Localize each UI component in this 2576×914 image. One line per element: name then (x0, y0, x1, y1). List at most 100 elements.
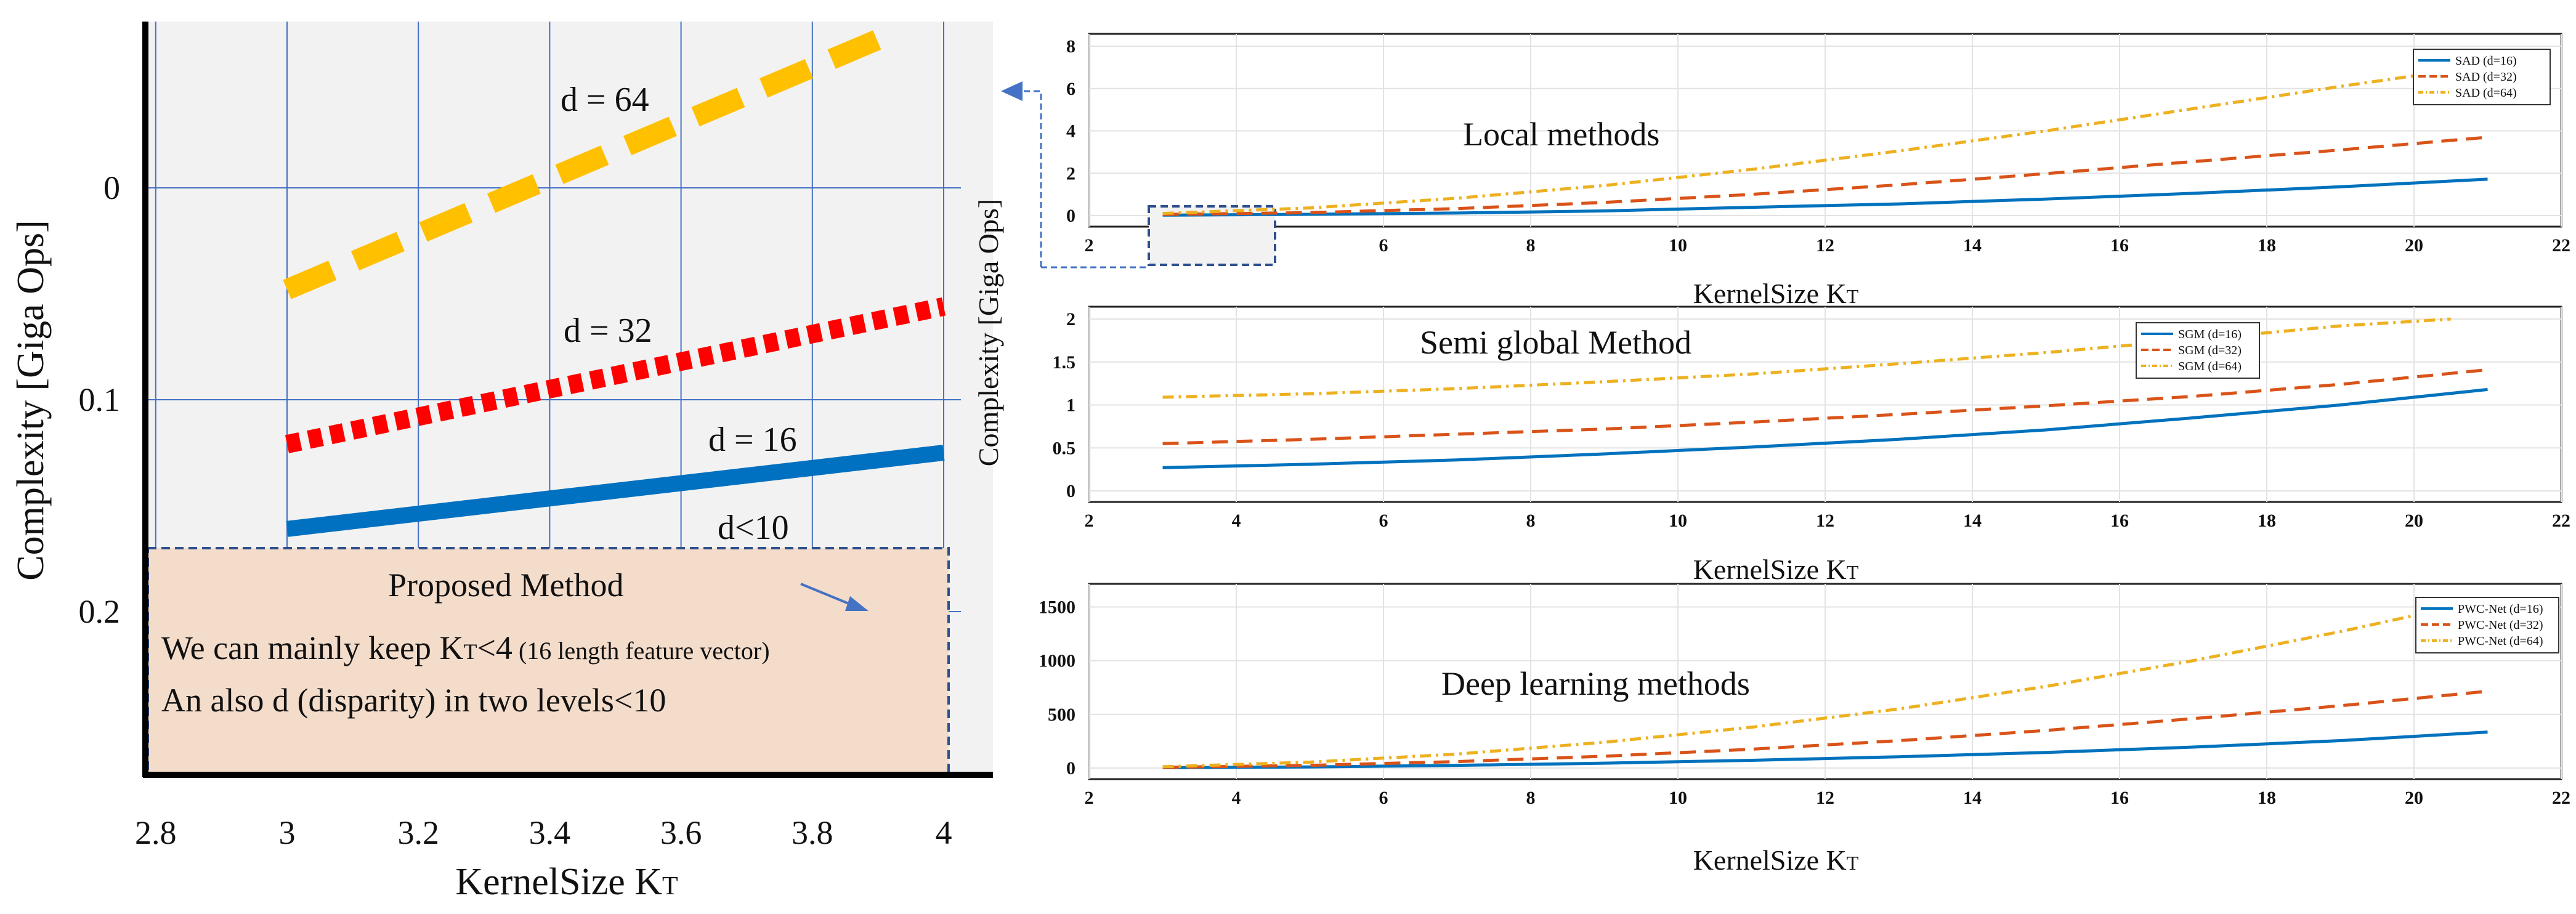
panel-legend-label: SGM (d=64) (2178, 360, 2242, 373)
panel-x-tick-label: 10 (1669, 511, 1687, 531)
panel-x-tick-label: 16 (2110, 235, 2129, 256)
box-arrow-head (845, 596, 869, 611)
panel-x-tick-label: 4 (1232, 511, 1241, 531)
panel-x-tick-label: 18 (2258, 511, 2276, 531)
panel-x-tick-label: 10 (1669, 235, 1687, 256)
zoom-connector-line (1019, 90, 1042, 267)
panel-y-tick-label: 1 (1066, 395, 1075, 416)
panel-x-tick-label: 16 (2110, 511, 2129, 531)
box-line-1-sub: T (463, 639, 477, 664)
panel-legend-label: SGM (d=16) (2178, 328, 2242, 341)
annotation-d10: d<10 (718, 509, 789, 547)
panel-x-tick-label: 8 (1526, 511, 1536, 531)
zoom-series (283, 30, 946, 537)
panel-x-tick-label: 16 (2110, 788, 2129, 808)
zoom-series-line (286, 445, 945, 537)
panel-y-tick-label: 0 (1066, 758, 1075, 779)
panel-legend-label: SGM (d=32) (2178, 344, 2242, 357)
panel-y-tick-label: 6 (1066, 79, 1075, 99)
panel-series-line (1162, 317, 2451, 399)
panel-y-tick-label: 1500 (1039, 597, 1075, 617)
panel-y-tick-label: 4 (1066, 121, 1075, 142)
panel-x-label: KernelSize KT (1693, 278, 1859, 309)
panel-x-tick-label: 4 (1232, 788, 1241, 808)
zoom-ticks: 2.8 3 3.2 3.4 3.6 3.8 4 0 0.1 0.2 (79, 169, 952, 851)
box-line-1-note: (16 length feature vector) (512, 637, 770, 665)
panel-local: 24681012141618202202468Local methodsSAD … (1066, 33, 2570, 309)
annotation-d32: d = 32 (564, 312, 652, 350)
panel-x-label: KernelSize KT (1693, 554, 1859, 585)
panel-x-label-main: KernelSize K (1693, 554, 1847, 585)
box-line-1: We can mainly keep KT<4 (16 length featu… (161, 629, 770, 666)
proposed-method-box (147, 547, 950, 774)
panel-x-label-sub: T (1847, 285, 1859, 307)
panel-x-tick-label: 22 (2552, 511, 2570, 531)
panel-x-tick-label: 22 (2552, 235, 2570, 256)
zoom-x-tick-label: 3.4 (529, 814, 571, 851)
panel-x-tick-label: 18 (2258, 788, 2276, 808)
panel-legend-label: SAD (d=64) (2455, 86, 2517, 100)
panel-y-tick-label: 1.5 (1053, 352, 1076, 373)
box-line-1-mid: <4 (477, 629, 512, 666)
zoom-y-label: Complexity [Giga Ops] (10, 220, 52, 581)
zoom-x-label: KernelSize KT (455, 861, 678, 903)
panel-x-tick-label: 20 (2405, 235, 2423, 256)
panel-series-line (1162, 387, 2488, 469)
zoom-x-label-main: KernelSize K (455, 861, 662, 903)
panel-y-tick-label: 0 (1066, 481, 1075, 501)
panel-x-tick-label: 6 (1379, 511, 1388, 531)
box-line-2: An also d (disparity) in two levels<10 (161, 682, 666, 719)
panel-series-line (1162, 597, 2489, 769)
panel-x-label-sub: T (1847, 561, 1859, 583)
panel-legend: PWC-Net (d=16) PWC-Net (d=32) PWC-Net (d=6… (2415, 597, 2559, 653)
panel-x-label-main: KernelSize K (1693, 278, 1847, 309)
zoom-x-tick-label: 3.6 (660, 814, 702, 851)
panel-x-tick-label: 6 (1379, 788, 1388, 808)
panel-x-label-sub: T (1847, 852, 1859, 874)
panel-x-tick-label: 14 (1963, 235, 1982, 256)
zoom-series-line (285, 297, 946, 453)
panel-x-tick-label: 12 (1816, 511, 1834, 531)
panel-x-tick-label: 8 (1526, 788, 1536, 808)
right-y-label: Complexity [Giga Ops] (973, 199, 1004, 466)
box-line-1-main: We can mainly keep K (161, 629, 463, 666)
panel-x-label-main: KernelSize K (1693, 844, 1847, 876)
panel-x-tick-label: 6 (1379, 235, 1388, 256)
panel-x-tick-label: 12 (1816, 235, 1834, 256)
panel-x-tick-label: 2 (1085, 788, 1094, 808)
panel-x-tick-label: 8 (1526, 235, 1536, 256)
panel-x-tick-label: 2 (1085, 235, 1094, 256)
panel-legend: SAD (d=16) SAD (d=32) SAD (d=64) (2413, 49, 2551, 105)
zoom-x-tick-label: 3.2 (397, 814, 439, 851)
panel-legend-label: PWC-Net (d=32) (2458, 618, 2543, 632)
panel-legend-frame (2415, 597, 2559, 653)
panel-x-tick-label: 18 (2258, 235, 2276, 256)
panel-x-tick-label: 20 (2405, 511, 2423, 531)
zoom-x-tick-label: 4 (936, 814, 952, 851)
zoom-x-tick-label: 3.8 (792, 814, 833, 851)
panel-x-label: KernelSize KT (1693, 844, 1859, 876)
panel-y-tick-label: 2 (1066, 163, 1075, 184)
panel-y-tick-label: 2 (1066, 309, 1075, 330)
zoom-y-tick-label: 0.1 (79, 381, 121, 418)
panel-legend-label: SAD (d=32) (2455, 70, 2517, 84)
panel-y-tick-label: 500 (1048, 705, 1075, 725)
panel-dl: 2 4 6 8 10 12 14 16 18 20 22 0 500 1000 1500 Deep learn… (1039, 583, 2570, 876)
panel-x-tick-label: 12 (1816, 788, 1834, 808)
panel-title: Semi global Method (1420, 324, 1691, 361)
panel-x-tick-label: 14 (1963, 511, 1982, 531)
zoom-y-tick-label: 0.2 (79, 593, 121, 630)
panel-legend-label: PWC-Net (d=64) (2458, 634, 2543, 648)
panel-y-tick-label: 1000 (1039, 651, 1075, 671)
panel-x-tick-label: 20 (2405, 788, 2423, 808)
panel-y-tick-label: 0.5 (1053, 438, 1076, 458)
panel-legend: SGM (d=16) SGM (d=32) SGM (d=64) (2136, 322, 2260, 379)
zoom-x-tick-label: 3 (279, 814, 296, 851)
annotation-d64: d = 64 (561, 81, 649, 119)
panel-x-tick-label: 10 (1669, 788, 1687, 808)
panel-series-line (1162, 730, 2488, 769)
panel-legend-label: PWC-Net (d=16) (2458, 602, 2543, 616)
zoom-chart: Proposed Method We can mainly keep KT<4 … (10, 22, 993, 903)
zoom-connector-arrow (1001, 81, 1023, 101)
panel-y-tick-label: 0 (1066, 206, 1075, 226)
